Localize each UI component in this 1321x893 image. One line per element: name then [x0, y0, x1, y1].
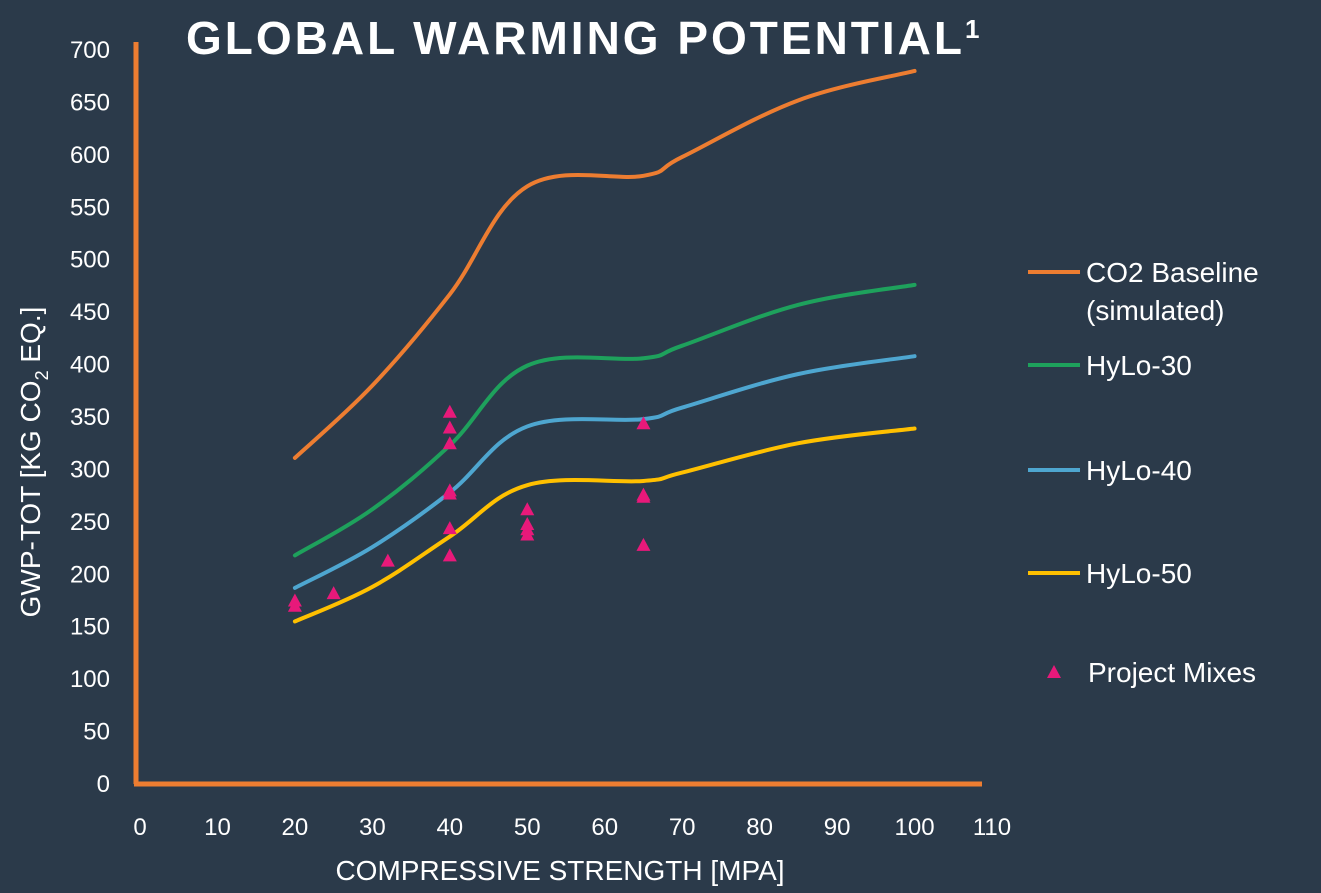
x-tick-label: 30 [359, 814, 386, 841]
y-tick-labels: 0 50 100 150 200 250 300 350 400 450 500 550 600 650 7… [70, 37, 110, 798]
legend-label: HyLo-30 [1086, 350, 1192, 381]
series-line-hylo-50 [292, 426, 917, 624]
x-tick-label: 80 [746, 814, 773, 841]
x-tick-labels: 0 10 20 30 40 50 60 70 80 90 100 110 [133, 814, 1011, 841]
y-tick-label: 0 [97, 771, 110, 798]
project-mix-point [520, 502, 535, 516]
legend-item: CO2 Baseline (simulated) [1028, 257, 1259, 326]
x-tick-label: 100 [895, 814, 935, 841]
x-tick-label: 50 [514, 814, 541, 841]
project-mix-point [442, 404, 457, 418]
y-tick-label: 150 [70, 614, 110, 641]
series-line-co2-baseline-simulated- [292, 68, 917, 460]
project-mix-point [442, 436, 457, 450]
project-mix-point [636, 489, 651, 503]
y-axis-label: GWP-TOT [KG CO2 EQ.] [15, 307, 52, 618]
y-tick-label: 550 [70, 194, 110, 221]
project-mix-point [636, 537, 651, 551]
x-tick-label: 0 [133, 814, 146, 841]
y-tick-label: 300 [70, 456, 110, 483]
y-tick-label: 450 [70, 299, 110, 326]
project-mix-point [520, 527, 535, 541]
y-tick-label: 350 [70, 404, 110, 431]
x-axis-label: COMPRESSIVE STRENGTH [MPA] [335, 855, 784, 886]
legend-label: Project Mixes [1088, 657, 1256, 688]
project-mix-point [442, 521, 457, 535]
series-line-hylo-30 [292, 282, 917, 558]
legend: CO2 Baseline (simulated) HyLo-30 HyLo-40 HyL… [1028, 257, 1259, 688]
legend-item: HyLo-40 [1028, 455, 1192, 486]
x-tick-label: 40 [436, 814, 463, 841]
y-tick-label: 700 [70, 37, 110, 64]
y-tick-label: 650 [70, 89, 110, 116]
y-tick-label: 50 [83, 719, 110, 746]
x-tick-label: 110 [973, 814, 1011, 841]
legend-item: HyLo-30 [1028, 350, 1192, 381]
legend-label: CO2 Baseline [1086, 257, 1259, 288]
chart-title-superscript: 1 [965, 14, 982, 44]
y-tick-label: 500 [70, 247, 110, 274]
project-mix-point [636, 416, 651, 430]
y-tick-label: 100 [70, 666, 110, 693]
legend-label: (simulated) [1086, 295, 1224, 326]
project-mix-point [442, 420, 457, 434]
legend-label: HyLo-50 [1086, 558, 1192, 589]
legend-label: HyLo-40 [1086, 455, 1192, 486]
series-lines [292, 68, 917, 624]
x-tick-label: 10 [204, 814, 231, 841]
project-mix-point [442, 548, 457, 562]
project-mix-point [287, 593, 302, 607]
y-tick-label: 600 [70, 142, 110, 169]
project-mix-point [380, 553, 395, 567]
chart-title: GLOBAL WARMING POTENTIAL1 [186, 12, 982, 64]
y-tick-label: 250 [70, 509, 110, 536]
project-mix-point [326, 586, 341, 600]
series-line-hylo-40 [292, 354, 917, 590]
legend-swatch [1047, 665, 1061, 678]
legend-item: Project Mixes [1047, 657, 1256, 688]
x-tick-label: 90 [824, 814, 851, 841]
x-tick-label: 60 [591, 814, 618, 841]
legend-item: HyLo-50 [1028, 558, 1192, 589]
x-tick-label: 20 [282, 814, 309, 841]
project-mix-points [287, 404, 651, 612]
x-tick-label: 70 [669, 814, 696, 841]
y-tick-label: 400 [70, 352, 110, 379]
y-tick-label: 200 [70, 561, 110, 588]
project-mix-point [442, 486, 457, 500]
